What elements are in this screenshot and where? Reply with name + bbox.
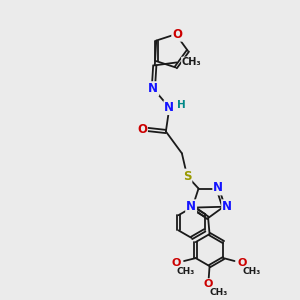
- Text: CH₃: CH₃: [177, 267, 195, 276]
- Text: N: N: [186, 200, 196, 213]
- Text: N: N: [148, 82, 158, 95]
- Text: N: N: [164, 101, 174, 114]
- Text: O: O: [238, 258, 247, 268]
- Text: H: H: [177, 100, 186, 110]
- Text: CH₃: CH₃: [243, 267, 261, 276]
- Text: CH₃: CH₃: [182, 57, 202, 68]
- Text: S: S: [183, 169, 191, 183]
- Text: O: O: [203, 279, 213, 289]
- Text: CH₃: CH₃: [209, 288, 227, 297]
- Text: O: O: [172, 258, 181, 268]
- Text: N: N: [213, 182, 223, 194]
- Text: O: O: [137, 123, 147, 136]
- Text: N: N: [222, 200, 232, 213]
- Text: O: O: [172, 28, 182, 41]
